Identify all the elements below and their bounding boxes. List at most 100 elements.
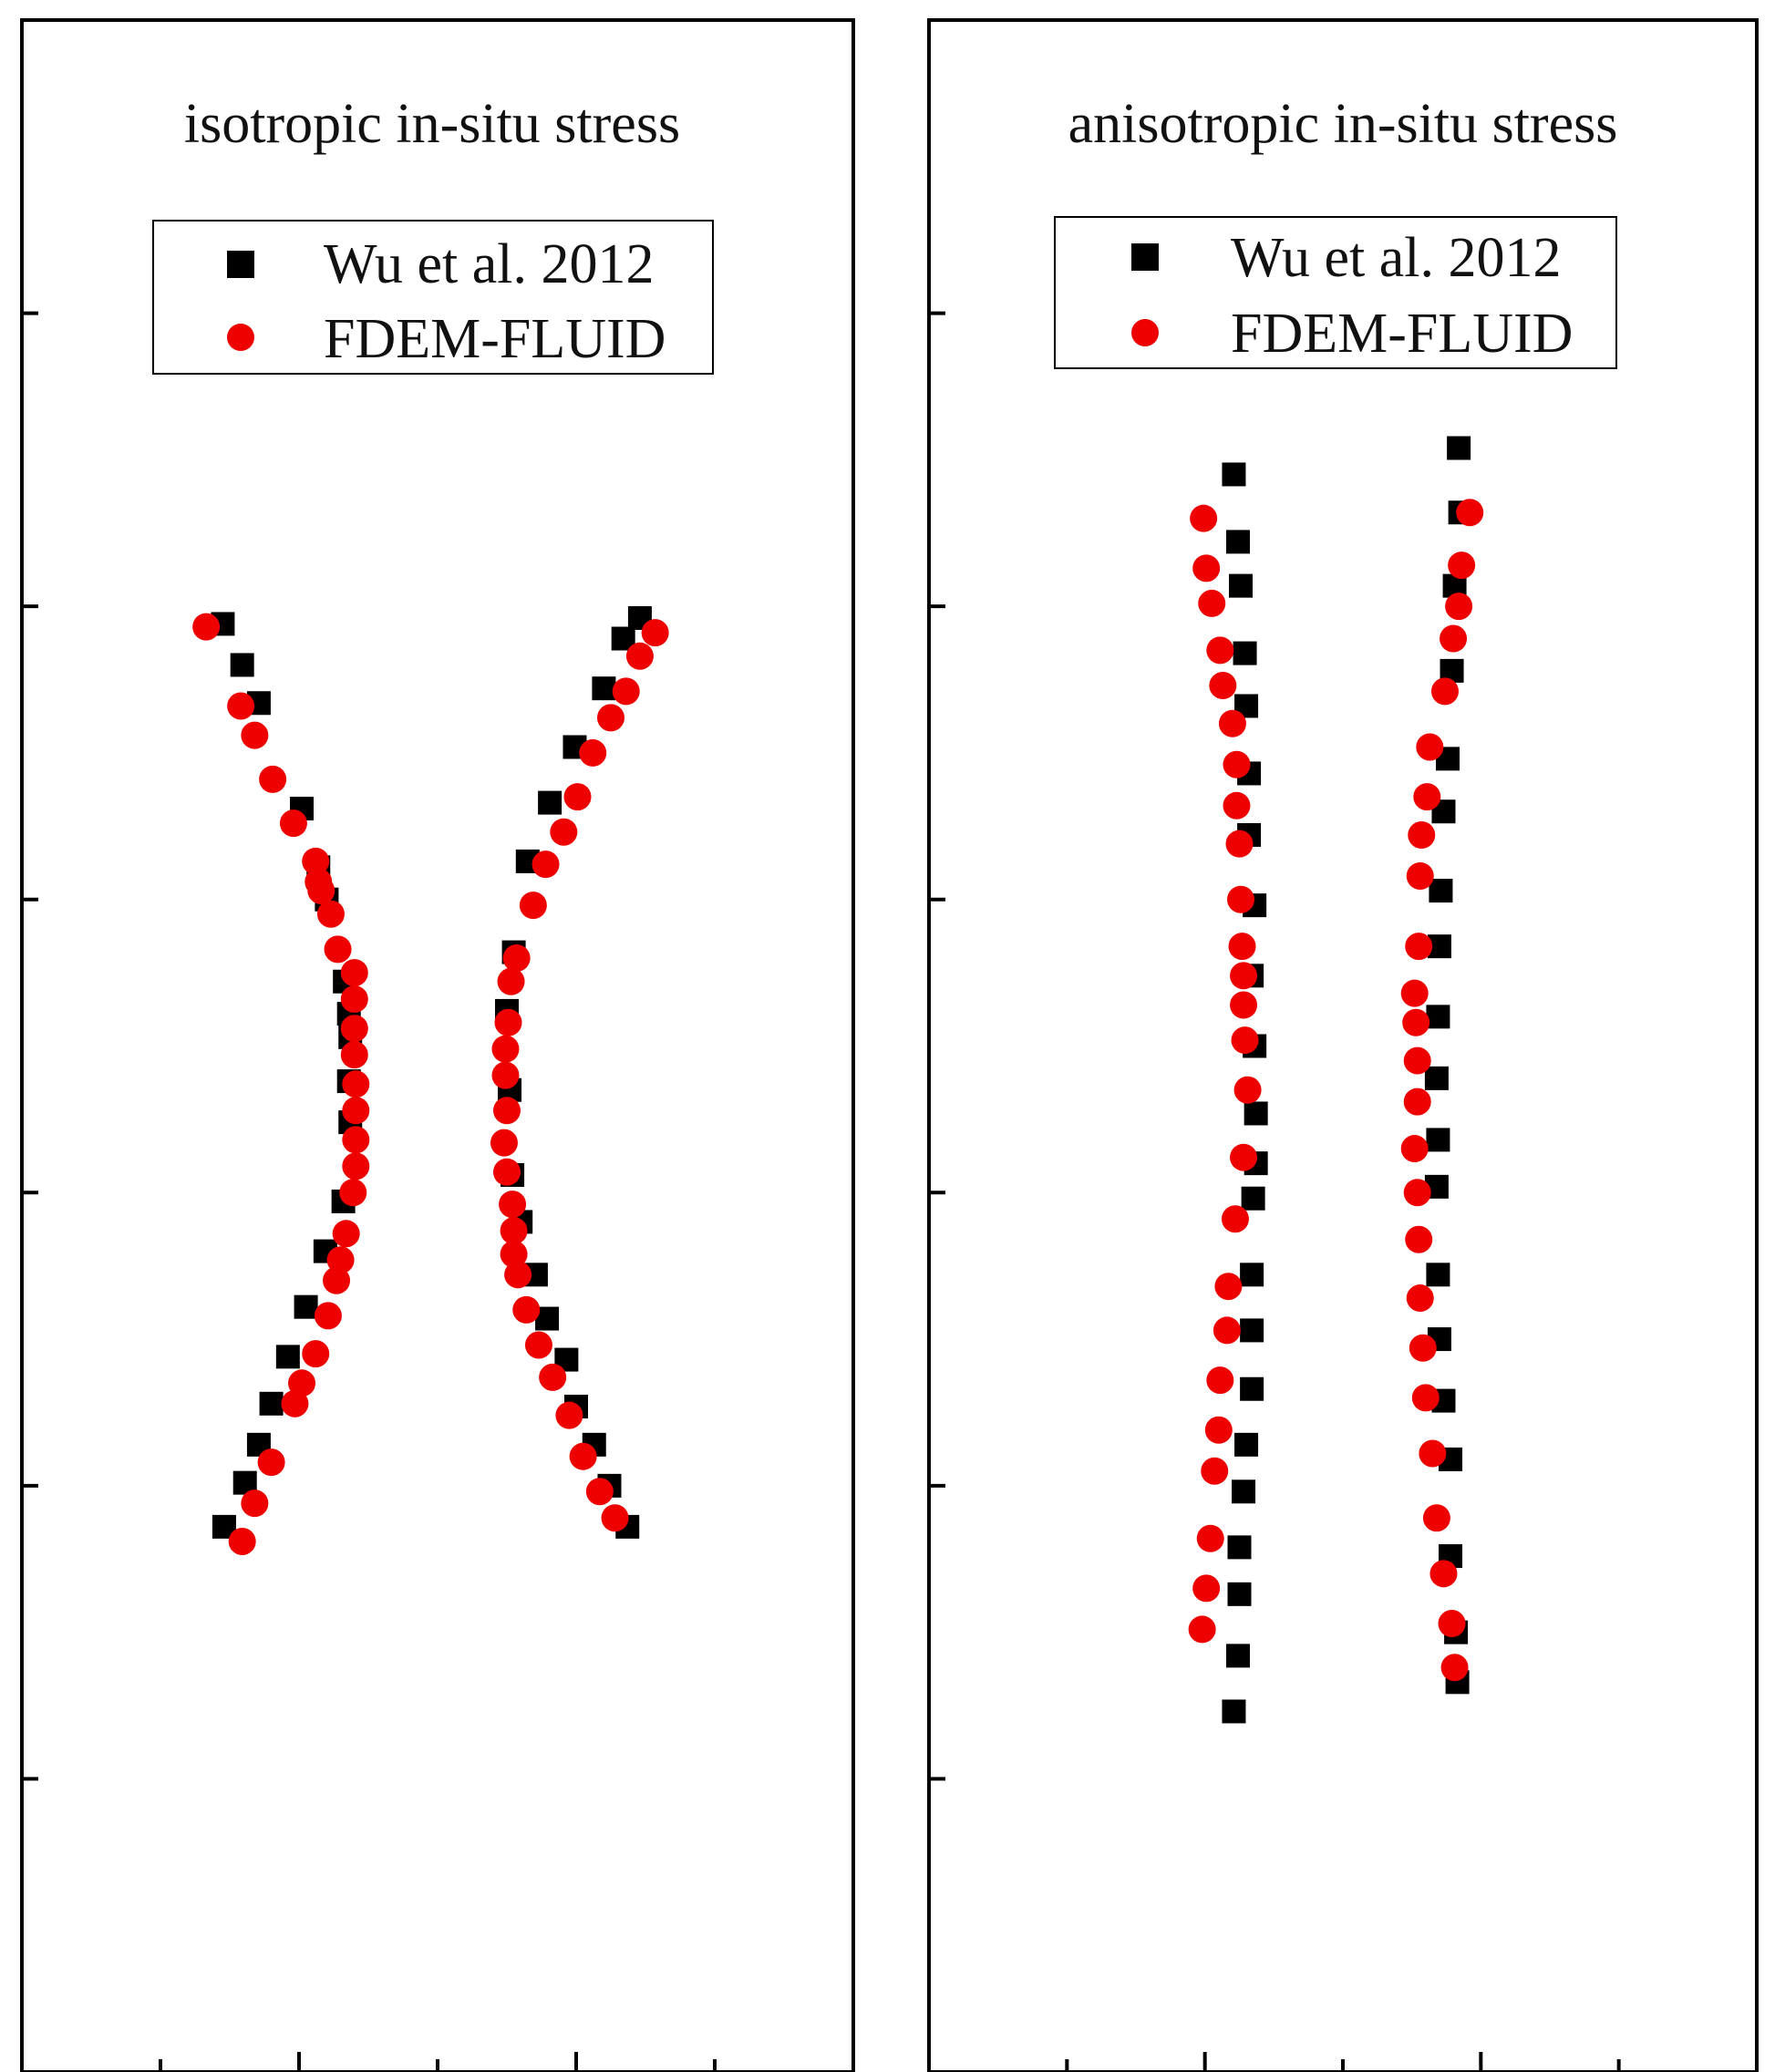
data-point-fdem [1409, 1334, 1437, 1362]
data-point-fdem [342, 1126, 370, 1154]
data-point-fdem [1440, 624, 1468, 653]
data-point-wu [230, 653, 254, 677]
data-point-fdem [500, 1217, 528, 1245]
legend-label-wu: Wu et al. 2012 [1231, 227, 1562, 289]
data-point-fdem [519, 892, 547, 920]
data-point-fdem [1438, 1609, 1466, 1637]
legend: Wu et al. 2012 FDEM-FLUID [1054, 216, 1617, 369]
panel-isotropic: isotropic in-situ stress Wu et al. 2012 … [20, 18, 855, 2072]
data-point-fdem [579, 738, 607, 767]
data-point-fdem [1230, 1143, 1258, 1171]
data-point-fdem [1405, 1225, 1433, 1253]
data-point-wu [1240, 1376, 1264, 1401]
data-point-fdem [550, 818, 578, 846]
data-point-fdem [332, 1220, 360, 1248]
data-point-fdem [1192, 1574, 1221, 1603]
axis-ticks [20, 18, 855, 2072]
data-point-fdem [342, 1097, 370, 1125]
data-point-fdem [491, 1061, 520, 1089]
data-point-fdem [502, 944, 531, 973]
data-point-fdem [1456, 499, 1484, 527]
data-point-wu [1424, 1066, 1449, 1090]
data-point-fdem [1188, 1615, 1216, 1644]
data-point-wu [1429, 879, 1453, 903]
data-point-fdem [1403, 1088, 1431, 1116]
panel-anisotropic: anisotropic in-situ stress Wu et al. 201… [927, 18, 1759, 2072]
data-point-fdem [241, 1490, 269, 1518]
legend-marker-wu [227, 251, 254, 278]
data-point-wu [1244, 1101, 1268, 1126]
data-point-wu [1233, 641, 1257, 665]
data-point-wu [1447, 436, 1471, 460]
data-point-wu [259, 1391, 284, 1416]
data-point-fdem [1230, 962, 1258, 990]
data-point-fdem [563, 783, 592, 811]
data-point-fdem [494, 1008, 522, 1036]
data-point-fdem [302, 1340, 330, 1368]
data-point-fdem [499, 1191, 527, 1219]
legend-marker-fdem [227, 324, 254, 351]
data-point-fdem [1405, 933, 1433, 961]
data-point-fdem [531, 850, 560, 879]
legend: Wu et al. 2012 FDEM-FLUID [152, 220, 714, 375]
data-point-fdem [342, 1152, 370, 1180]
data-point-fdem [340, 959, 368, 987]
data-point-fdem [585, 1478, 614, 1506]
data-point-fdem [625, 642, 654, 670]
data-point-wu [1426, 1005, 1450, 1029]
data-point-fdem [1213, 1316, 1241, 1345]
data-point-fdem [497, 967, 525, 995]
data-point-wu [1227, 1535, 1252, 1560]
data-point-fdem [307, 877, 335, 905]
data-point-fdem [1445, 593, 1473, 621]
data-point-fdem [1429, 1560, 1458, 1588]
data-point-fdem [1206, 1366, 1234, 1395]
data-point-fdem [1225, 830, 1254, 858]
data-point-fdem [1228, 933, 1256, 961]
data-point-fdem [342, 1070, 370, 1098]
data-point-wu [538, 790, 562, 815]
plot-frame [927, 18, 1759, 2072]
data-point-fdem [228, 1527, 256, 1555]
data-point-fdem [1221, 1205, 1249, 1233]
data-point-wu [1225, 1644, 1250, 1668]
data-point-fdem [340, 1041, 368, 1069]
data-point-wu [592, 676, 616, 701]
data-point-fdem [641, 619, 669, 647]
legend-label-wu: Wu et al. 2012 [324, 233, 655, 295]
data-point-fdem [569, 1442, 597, 1470]
data-point-fdem [493, 1158, 521, 1186]
data-point-wu [1222, 1699, 1246, 1724]
data-point-fdem [1227, 885, 1255, 913]
data-point-fdem [1400, 979, 1429, 1007]
data-point-fdem [1406, 861, 1434, 890]
data-point-fdem [257, 1448, 285, 1477]
data-point-wu [1426, 1128, 1450, 1152]
data-point-fdem [1223, 791, 1251, 820]
data-point-fdem [1196, 1524, 1224, 1552]
data-point-fdem [601, 1504, 629, 1532]
data-point-fdem [1231, 1026, 1259, 1055]
data-point-wu [1234, 1432, 1259, 1457]
data-point-fdem [524, 1331, 552, 1359]
data-point-fdem [340, 1015, 368, 1043]
data-point-fdem [490, 1129, 518, 1157]
data-point-wu [1225, 530, 1250, 554]
data-point-fdem [1218, 709, 1246, 737]
legend-marker-wu [1131, 243, 1159, 271]
data-point-fdem [259, 765, 287, 793]
data-point-fdem [1403, 1046, 1431, 1075]
data-point-fdem [1406, 1284, 1434, 1313]
data-point-fdem [539, 1363, 567, 1391]
data-point-fdem [500, 1240, 528, 1268]
axis-ticks [927, 18, 1759, 2072]
data-point-wu [1426, 1263, 1450, 1287]
data-point-fdem [512, 1295, 541, 1324]
data-point-fdem [1233, 1076, 1262, 1104]
data-point-fdem [1403, 1179, 1431, 1207]
data-point-fdem [1400, 1135, 1429, 1163]
data-point-fdem [1422, 1504, 1450, 1532]
data-point-fdem [279, 809, 307, 838]
data-point-wu [1241, 1186, 1265, 1211]
